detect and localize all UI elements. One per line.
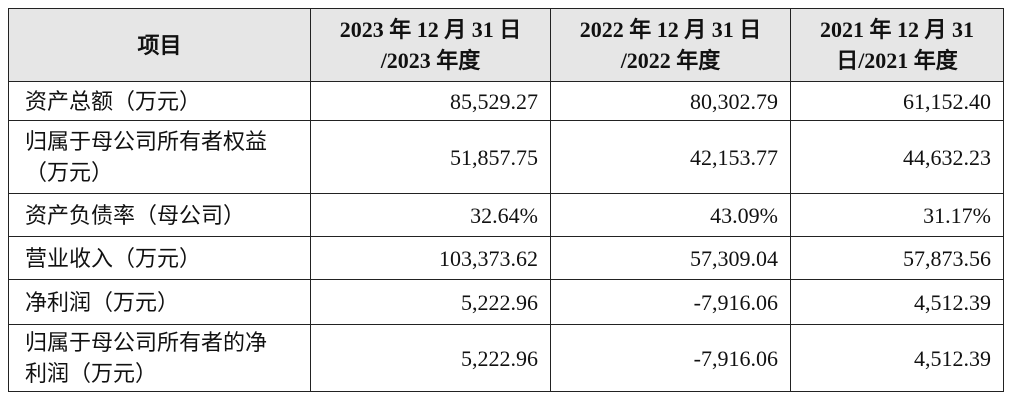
table-row: 归属于母公司所有者权益 （万元） 51,857.75 42,153.77 44,632.… <box>8 120 1004 194</box>
value-cell: -7,916.06 <box>550 324 791 392</box>
cell-text: /2022 年度 <box>620 48 721 73</box>
value-cell: 57,309.04 <box>550 236 791 280</box>
table-row: 归属于母公司所有者的净 利润（万元） 5,222.96 -7,916.06 4,512.… <box>8 324 1004 392</box>
cell-text: 净利润（万元） <box>25 289 180 315</box>
value-cell: 4,512.39 <box>790 324 1004 392</box>
value-cell: 5,222.96 <box>310 324 551 392</box>
value-cell: 31.17% <box>790 193 1004 237</box>
header-cell: 2022 年 12 月 31 日/2022 年度 <box>550 8 791 82</box>
cell-text: 日/2021 年度 <box>836 48 958 73</box>
cell-text: 归属于母公司所有者的净 <box>25 330 268 355</box>
cell-text: 项目 <box>137 32 182 58</box>
value-cell: 4,512.39 <box>790 279 1004 325</box>
table-row: 资产总额（万元） 85,529.27 80,302.79 61,152.40 <box>8 81 1004 121</box>
row-label: 资产总额（万元） <box>8 81 311 121</box>
cell-text: 归属于母公司所有者权益 <box>25 129 268 154</box>
header-cell: 项目 <box>8 8 311 82</box>
cell-text: 2021 年 12 月 31 <box>819 17 974 42</box>
value-cell: 103,373.62 <box>310 236 551 280</box>
table-row: 营业收入（万元） 103,373.62 57,309.04 57,873.56 <box>8 236 1004 280</box>
value-cell: 43.09% <box>550 193 791 237</box>
value-cell: 5,222.96 <box>310 279 551 325</box>
cell-text: 营业收入（万元） <box>25 245 202 271</box>
value-cell: 32.64% <box>310 193 551 237</box>
header-cell: 2023 年 12 月 31 日/2023 年度 <box>310 8 551 82</box>
cell-text: 2022 年 12 月 31 日 <box>579 17 762 42</box>
header-cell: 2021 年 12 月 31 日/2021 年度 <box>790 8 1004 82</box>
row-label: 净利润（万元） <box>8 279 311 325</box>
cell-text: 利润（万元） <box>25 361 158 386</box>
cell-text: /2023 年度 <box>380 48 481 73</box>
value-cell: 42,153.77 <box>550 120 791 194</box>
cell-text: 资产总额（万元） <box>25 88 202 114</box>
cell-text: 2023 年 12 月 31 日 <box>339 17 522 42</box>
row-label: 归属于母公司所有者的净 利润（万元） <box>8 324 311 392</box>
value-cell: 44,632.23 <box>790 120 1004 194</box>
header-row: 项目 2023 年 12 月 31 日/2023 年度 2022 年 12 月 31… <box>8 8 1004 82</box>
value-cell: -7,916.06 <box>550 279 791 325</box>
financial-table: 项目 2023 年 12 月 31 日/2023 年度 2022 年 12 月 31… <box>8 8 1004 392</box>
value-cell: 51,857.75 <box>310 120 551 194</box>
table-body: 资产总额（万元） 85,529.27 80,302.79 61,152.40 归属于母公… <box>8 81 1004 392</box>
row-label: 营业收入（万元） <box>8 236 311 280</box>
row-label: 归属于母公司所有者权益 （万元） <box>8 120 311 194</box>
value-cell: 57,873.56 <box>790 236 1004 280</box>
table-row: 净利润（万元） 5,222.96 -7,916.06 4,512.39 <box>8 279 1004 325</box>
value-cell: 85,529.27 <box>310 81 551 121</box>
row-label: 资产负债率（母公司） <box>8 193 311 237</box>
cell-text: （万元） <box>25 160 114 185</box>
value-cell: 61,152.40 <box>790 81 1004 121</box>
cell-text: 资产负债率（母公司） <box>25 202 246 228</box>
value-cell: 80,302.79 <box>550 81 791 121</box>
table-row: 资产负债率（母公司） 32.64% 43.09% 31.17% <box>8 193 1004 237</box>
